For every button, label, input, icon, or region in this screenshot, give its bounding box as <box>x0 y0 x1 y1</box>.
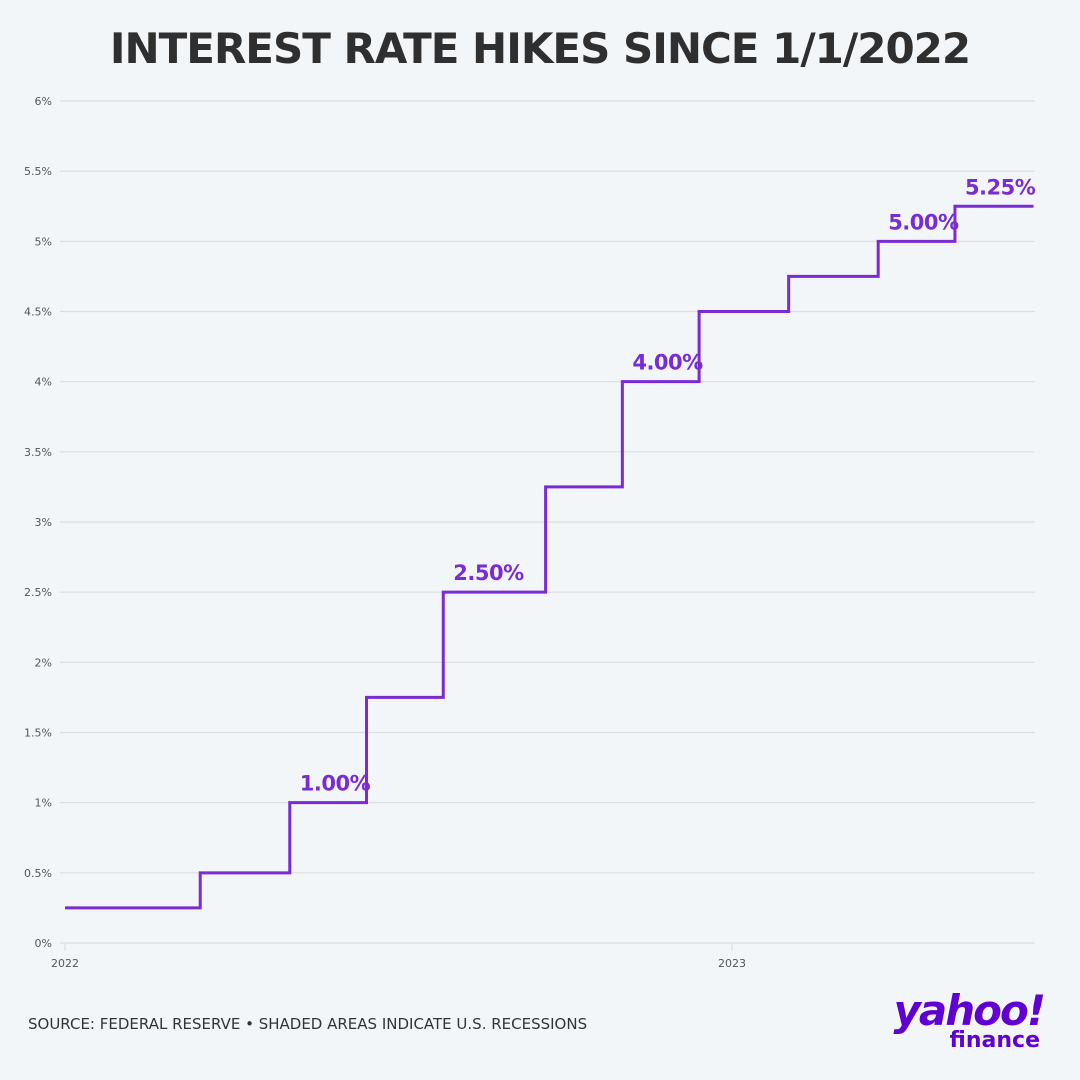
rate-annotation-label: 4.00% <box>632 351 703 375</box>
y-tick-labels: 0% 0.5% 1% 1.5% 2% 2.5% 3% 3.5% 4% 4.5% 5% 5.5% 6% <box>24 95 52 950</box>
source-note: SOURCE: FEDERAL RESERVE • SHADED AREAS I… <box>28 1015 588 1033</box>
annotation-layer: 1.00% 2.50% 4.00% 5.00%5.25% <box>300 175 1036 795</box>
y-tick-label: 0.5% <box>24 867 52 880</box>
grid-layer <box>60 100 1035 944</box>
rate-annotation-label: 1.00% <box>300 772 371 796</box>
x-tick-label: 2023 <box>718 957 746 970</box>
rate-annotation-label: 5.00% <box>888 210 959 234</box>
y-tick-label: 2.5% <box>24 586 52 599</box>
brand-word: yahoo! <box>893 986 1046 1035</box>
y-tick-label: 1.5% <box>24 727 52 740</box>
y-tick-label: 3.5% <box>24 446 52 459</box>
rate-annotation-label: 5.25% <box>965 175 1036 199</box>
chart-title: INTEREST RATE HIKES SINCE 1/1/2022 <box>109 24 971 73</box>
y-tick-label: 2% <box>35 656 52 669</box>
x-tick-label: 2022 <box>51 957 79 970</box>
y-tick-label: 4.5% <box>24 306 52 319</box>
rate-annotation-label: 2.50% <box>453 561 524 585</box>
series-layer <box>65 204 1034 910</box>
x-tick-labels: 2022 2023 <box>51 943 746 970</box>
y-tick-label: 5% <box>35 235 52 248</box>
rate-step-line <box>65 204 1034 910</box>
y-tick-label: 3% <box>35 516 52 529</box>
yahoo-finance-logo: yahoo! finance <box>884 986 1046 1056</box>
y-tick-label: 4% <box>35 376 52 389</box>
y-tick-label: 6% <box>35 95 52 108</box>
y-tick-label: 0% <box>35 937 52 950</box>
y-tick-label: 1% <box>35 797 52 810</box>
brand-sub: finance <box>949 1028 1040 1053</box>
y-tick-label: 5.5% <box>24 165 52 178</box>
